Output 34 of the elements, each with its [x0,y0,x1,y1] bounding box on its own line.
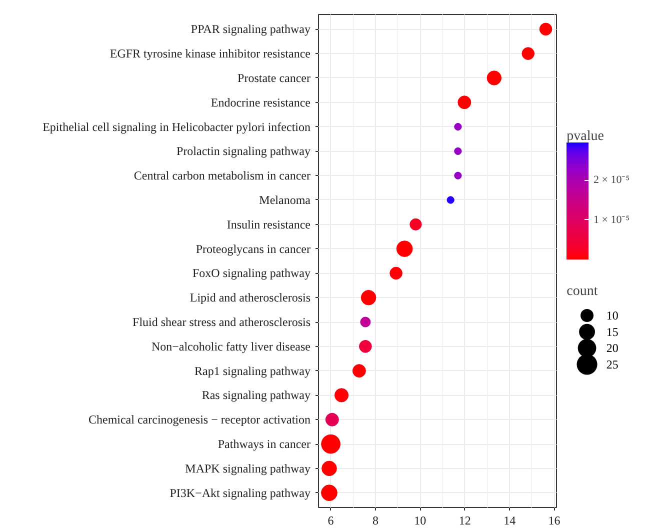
color-bar-title: pvalue [566,129,604,144]
legend-label: 20 [606,341,618,356]
y-tick-label: EGFR tyrosine kinase inhibitor resistance [110,46,311,61]
x-tick-label: 14 [504,514,516,528]
legend-label: 10 [606,308,618,323]
legend-label: 15 [606,324,618,339]
y-tick-label: PPAR signaling pathway [190,22,311,36]
y-tick-label: Proteoglycans in cancer [196,242,311,256]
color-bar-label: 2 × 10⁻⁵ [594,174,630,186]
y-tick-label: Fluid shear stress and atherosclerosis [132,315,311,330]
y-tick-label: Rap1 signaling pathway [194,364,311,378]
y-tick-label: Chemical carcinogenesis − receptor activation [88,412,311,427]
y-tick-label: Pathways in cancer [218,437,311,452]
y-tick-label: Prolactin signaling pathway [176,144,311,158]
x-tick-label: 8 [372,514,378,528]
x-tick-label: 10 [414,514,426,528]
color-bar-label: 1 × 10⁻⁵ [594,214,630,226]
y-tick-label: Central carbon metabolism in cancer [134,168,311,183]
y-tick-label: Lipid and atherosclerosis [190,290,311,305]
y-tick-label: Endocrine resistance [210,95,311,110]
x-tick-label: 16 [548,514,560,528]
y-tick-label: MAPK signaling pathway [185,461,310,476]
legend-title: count [566,284,598,299]
y-tick-label: Epithelial cell signaling in Helicobacter pylori infection [42,120,311,134]
legend-label: 25 [606,357,618,372]
y-tick-label: PI3K−Akt signaling pathway [170,486,311,500]
y-tick-label: Ras signaling pathway [202,388,311,402]
y-tick-label: Melanoma [259,192,312,207]
y-tick-label: Prostate cancer [238,70,311,85]
y-tick-label: FoxO signaling pathway [192,266,311,280]
y-tick-label: Insulin resistance [226,217,311,232]
y-tick-label: Non−alcoholic fatty liver disease [151,339,310,354]
x-tick-label: 6 [328,514,334,528]
x-tick-label: 12 [458,514,471,528]
